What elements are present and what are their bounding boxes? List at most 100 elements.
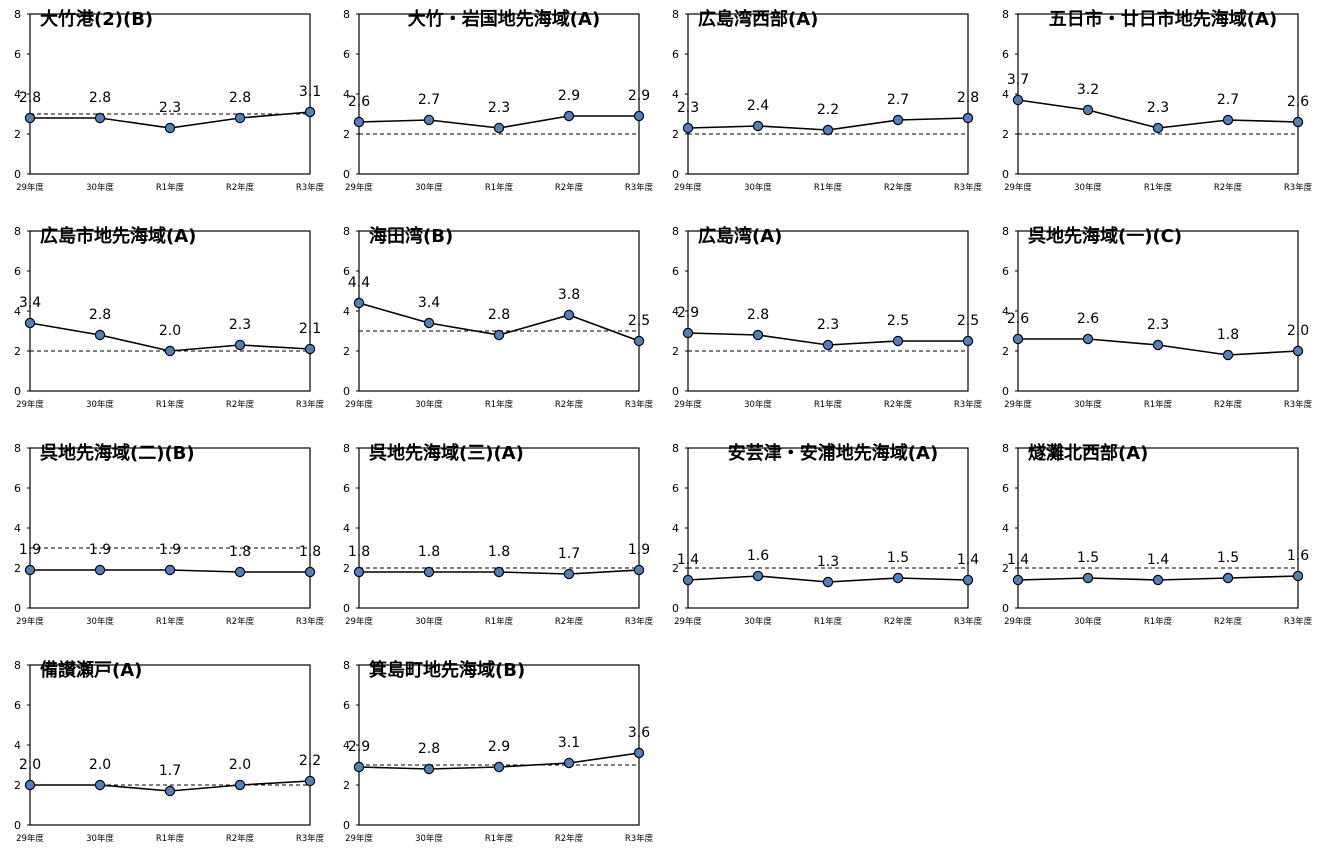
- chart-panel: 0 2 4 6 8 29年度 30年度 R1年度 R2年度 R3年度 1.4 1.6 1.3 1.5 1.4…: [658, 434, 988, 649]
- chart-panel: 0 2 4 6 8 29年度 30年度 R1年度 R2年度 R3年度 1.4 1.5 1.4 1.5 1.6…: [988, 434, 1318, 649]
- y-tick-label: 4: [14, 305, 21, 318]
- data-label: 1.4: [677, 552, 699, 568]
- charts-grid: 0 2 4 6 8 29年度 30年度 R1年度 R2年度 R3年度 2.8 2.8 2.3 2.8 3.1…: [0, 0, 1318, 844]
- data-label: 2.0: [229, 757, 251, 773]
- data-label: 1.9: [19, 542, 41, 558]
- data-label: 2.5: [887, 313, 909, 329]
- data-label: 2.4: [747, 98, 769, 114]
- data-label: 2.2: [299, 753, 321, 769]
- y-tick-label: 2: [1002, 345, 1009, 358]
- data-point: [94, 112, 106, 124]
- chart-svg: 0 2 4 6 8 29年度 30年度 R1年度 R2年度 R3年度 2.3 2.4 2.2 2.7 2.8: [672, 8, 983, 193]
- data-label: 2.3: [1147, 100, 1169, 116]
- chart-title: 備讃瀬戸(A): [40, 660, 143, 681]
- data-point: [234, 339, 246, 351]
- data-label: 3.1: [558, 735, 580, 751]
- data-label: 2.7: [1217, 92, 1239, 108]
- data-label: 1.8: [418, 544, 440, 560]
- data-point: [1152, 574, 1164, 586]
- data-label: 1.8: [348, 544, 370, 560]
- x-tick-label: R2年度: [884, 399, 913, 410]
- x-tick-label: 29年度: [16, 833, 44, 844]
- x-tick-label: 30年度: [744, 616, 772, 627]
- data-point: [752, 329, 764, 341]
- data-label: 3.2: [1077, 82, 1099, 98]
- chart-title: 広島湾(A): [698, 226, 783, 247]
- plot-frame: [29, 230, 311, 392]
- y-tick-label: 6: [343, 699, 350, 712]
- chart-svg: 0 2 4 6 8 29年度 30年度 R1年度 R2年度 R3年度 2.6 2.7 2.3 2.9 2.9: [343, 8, 654, 193]
- x-tick-label: R3年度: [296, 833, 325, 844]
- y-tick-label: 6: [672, 482, 679, 495]
- chart-panel: 0 2 4 6 8 29年度 30年度 R1年度 R2年度 R3年度 2.3 2.4 2.2 2.7 2.8…: [658, 0, 988, 215]
- chart-title: 海田湾(B): [369, 226, 454, 247]
- x-tick-label: R2年度: [1214, 616, 1243, 627]
- x-tick-label: R3年度: [625, 833, 654, 844]
- data-label: 2.1: [299, 321, 321, 337]
- y-tick-label: 4: [672, 88, 679, 101]
- data-point: [1082, 333, 1094, 345]
- chart-title: 呉地先海域(一)(C): [1028, 226, 1183, 247]
- y-tick-label: 0: [14, 602, 21, 615]
- chart-title: 呉地先海域(三)(A): [369, 443, 524, 464]
- chart-panel: 0 2 4 6 8 29年度 30年度 R1年度 R2年度 R3年度 2.0 2.0 1.7 2.0 2.2…: [0, 651, 330, 866]
- y-tick-label: 4: [343, 88, 350, 101]
- y-tick-label: 4: [14, 739, 21, 752]
- data-label: 2.8: [488, 307, 510, 323]
- chart-panel: 0 2 4 6 8 29年度 30年度 R1年度 R2年度 R3年度 2.8 2.8 2.3 2.8 3.1…: [0, 0, 330, 215]
- x-tick-label: R2年度: [555, 616, 584, 627]
- y-tick-label: 4: [1002, 522, 1009, 535]
- data-label: 2.6: [1007, 311, 1029, 327]
- x-tick-label: 30年度: [744, 182, 772, 193]
- y-tick-label: 6: [1002, 265, 1009, 278]
- y-tick-label: 8: [14, 8, 21, 21]
- x-tick-label: 29年度: [16, 399, 44, 410]
- data-point: [1152, 122, 1164, 134]
- data-point: [94, 329, 106, 341]
- y-tick-label: 0: [1002, 602, 1009, 615]
- data-label: 1.3: [817, 554, 839, 570]
- data-label: 1.6: [1287, 548, 1309, 564]
- data-label: 4.4: [348, 275, 370, 291]
- data-point: [94, 564, 106, 576]
- data-label: 2.6: [348, 94, 370, 110]
- y-tick-label: 6: [672, 48, 679, 61]
- x-tick-label: R2年度: [226, 616, 255, 627]
- y-tick-label: 2: [1002, 562, 1009, 575]
- x-tick-label: R2年度: [1214, 182, 1243, 193]
- data-point: [1292, 116, 1304, 128]
- data-point: [1082, 572, 1094, 584]
- chart-svg: 0 2 4 6 8 29年度 30年度 R1年度 R2年度 R3年度 4.4 3.4 2.8 3.8 2.5: [343, 225, 654, 410]
- y-tick-label: 8: [14, 225, 21, 238]
- x-tick-label: R3年度: [625, 399, 654, 410]
- chart-svg: 0 2 4 6 8 29年度 30年度 R1年度 R2年度 R3年度 2.8 2.8 2.3 2.8 3.1: [14, 8, 325, 193]
- chart-title: 安芸津・安浦地先海域(A): [727, 443, 939, 464]
- data-point: [1082, 104, 1094, 116]
- chart-title: 呉地先海域(二)(B): [40, 443, 195, 464]
- data-label: 2.9: [348, 739, 370, 755]
- x-tick-label: 30年度: [415, 182, 443, 193]
- data-label: 1.9: [159, 542, 181, 558]
- plot-frame: [29, 664, 311, 826]
- data-point: [633, 110, 645, 122]
- x-tick-label: R2年度: [555, 399, 584, 410]
- data-label: 1.9: [89, 542, 111, 558]
- y-tick-label: 0: [1002, 168, 1009, 181]
- data-label: 2.8: [957, 90, 979, 106]
- y-tick-label: 8: [14, 442, 21, 455]
- x-tick-label: 29年度: [345, 399, 373, 410]
- x-tick-label: R1年度: [156, 182, 185, 193]
- data-point: [1152, 339, 1164, 351]
- y-tick-label: 0: [672, 602, 679, 615]
- x-tick-label: 29年度: [1004, 399, 1032, 410]
- y-tick-label: 6: [14, 482, 21, 495]
- data-point: [353, 566, 365, 578]
- chart-title: 広島市地先海域(A): [40, 226, 197, 247]
- data-label: 2.8: [229, 90, 251, 106]
- x-tick-label: 29年度: [16, 616, 44, 627]
- x-tick-label: R3年度: [625, 182, 654, 193]
- data-label: 2.3: [817, 317, 839, 333]
- y-tick-label: 2: [343, 345, 350, 358]
- x-tick-label: R3年度: [954, 399, 983, 410]
- x-tick-label: 29年度: [345, 833, 373, 844]
